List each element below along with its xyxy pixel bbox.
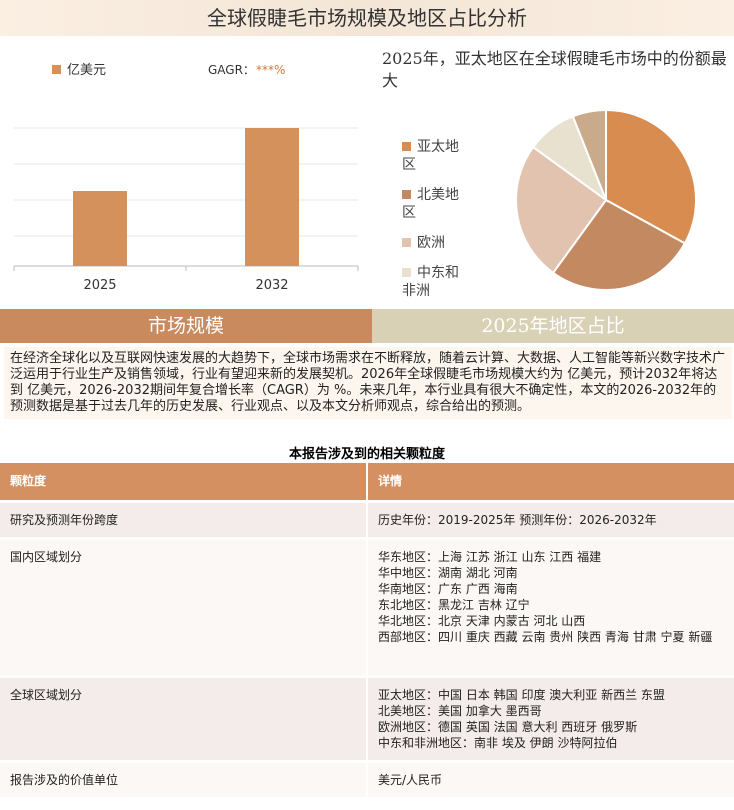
pie-legend: 亚太地区北美地区欧洲中东和非洲 [402,138,472,312]
table-row: 报告涉及的价值单位 美元/人民币 [0,763,734,797]
legend-swatch [402,268,411,277]
table-header-cell: 颗粒度 [0,463,366,500]
legend-swatch [402,142,411,151]
section-header: 市场规模 [0,309,372,343]
table-row: 颗粒度 详情 [0,463,734,500]
table-cell: 研究及预测年份跨度 [0,503,366,537]
table-line: 华中地区：湖南 湖北 河南 [378,566,518,580]
table-header-cell: 详情 [368,463,734,500]
bar-chart: 亿美元 GAGR： ***% 2025 2032 [13,63,359,293]
table-cell: 亚太地区：中国 日本 韩国 印度 澳大利亚 新西兰 东盟 北美地区：美国 加拿大 … [368,678,734,760]
page-title: 全球假睫毛市场规模及地区占比分析 [0,0,734,36]
table-line: 华东地区：上海 江苏 浙江 山东 江西 福建 [378,550,602,564]
table-line: 亚太地区：中国 日本 韩国 印度 澳大利亚 新西兰 东盟 [378,688,665,702]
table-line: 历史年份：2019-2025年 预测年份：2026-2032年 [378,513,657,527]
legend-label: 亚太地区 [402,139,459,173]
x-tick-label: 2025 [83,278,116,293]
pie-slice [551,198,687,291]
annotation: ***% [256,63,285,77]
legend-swatch [402,190,411,199]
table-line: 美元/人民币 [378,773,443,787]
x-tick-label: 2032 [255,278,288,293]
section-header: 2025年地区占比 [372,309,734,343]
legend-item: 亚太地区 [402,138,472,174]
table-cell: 美元/人民币 [368,763,734,797]
table-line: 华南地区：广东 广西 海南 [378,582,518,596]
table-cell: 全球区域划分 [0,678,366,760]
pie-slice [515,145,608,275]
legend-item: 欧洲 [402,234,472,252]
table-cell: 华东地区：上海 江苏 浙江 山东 江西 福建 华中地区：湖南 湖北 河南 华南地区：… [368,540,734,675]
table-line: 华北地区：北京 天津 内蒙古 河北 山西 [378,614,586,628]
pie-slice [605,108,697,245]
table-cell: 报告涉及的价值单位 [0,763,366,797]
table-cell: 国内区域划分 [0,540,366,675]
legend-label: 亿美元 [67,63,106,78]
annotation: GAGR： [208,63,255,77]
pie-slice [571,108,607,201]
table-row: 全球区域划分 亚太地区：中国 日本 韩国 印度 澳大利亚 新西兰 东盟 北美地区：美… [0,678,734,760]
legend-swatch [402,238,411,247]
table-line: 中东和非洲地区：南非 埃及 伊朗 沙特阿拉伯 [378,736,618,750]
table-line: 北美地区：美国 加拿大 墨西哥 [378,704,542,718]
table-row: 研究及预测年份跨度 历史年份：2019-2025年 预测年份：2026-2032年 [0,503,734,537]
legend-label: 中东和非洲 [402,265,459,299]
table: 颗粒度 详情 研究及预测年份跨度 历史年份：2019-2025年 预测年份：2026-… [0,463,734,800]
legend-item: 北美地区 [402,186,472,222]
legend-swatch [52,65,61,74]
table-title: 本报告涉及到的相关颗粒度 [288,447,445,462]
bar [245,128,299,266]
pie-chart [515,108,697,291]
table-cell: 历史年份：2019-2025年 预测年份：2026-2032年 [368,503,734,537]
table-row: 国内区域划分 华东地区：上海 江苏 浙江 山东 江西 福建 华中地区：湖南 湖北 河… [0,540,734,675]
legend-label: 北美地区 [402,187,459,221]
table-line: 东北地区：黑龙江 吉林 辽宁 [378,598,530,612]
pie-title: 2025年，亚太地区在全球假睫毛市场中的份额最大 [382,49,727,90]
legend-item: 中东和非洲 [402,264,472,300]
table-line: 欧洲地区：德国 英国 法国 意大利 西班牙 俄罗斯 [378,720,638,734]
paragraph: 在经济全球化以及互联网快速发展的大趋势下，全球市场需求在不断释放，随着云计算、大… [4,347,732,419]
table-line: 西部地区：四川 重庆 西藏 云南 贵州 陕西 青海 甘肃 宁夏 新疆 [378,630,713,644]
legend-label: 欧洲 [417,235,445,251]
bar [73,191,127,266]
